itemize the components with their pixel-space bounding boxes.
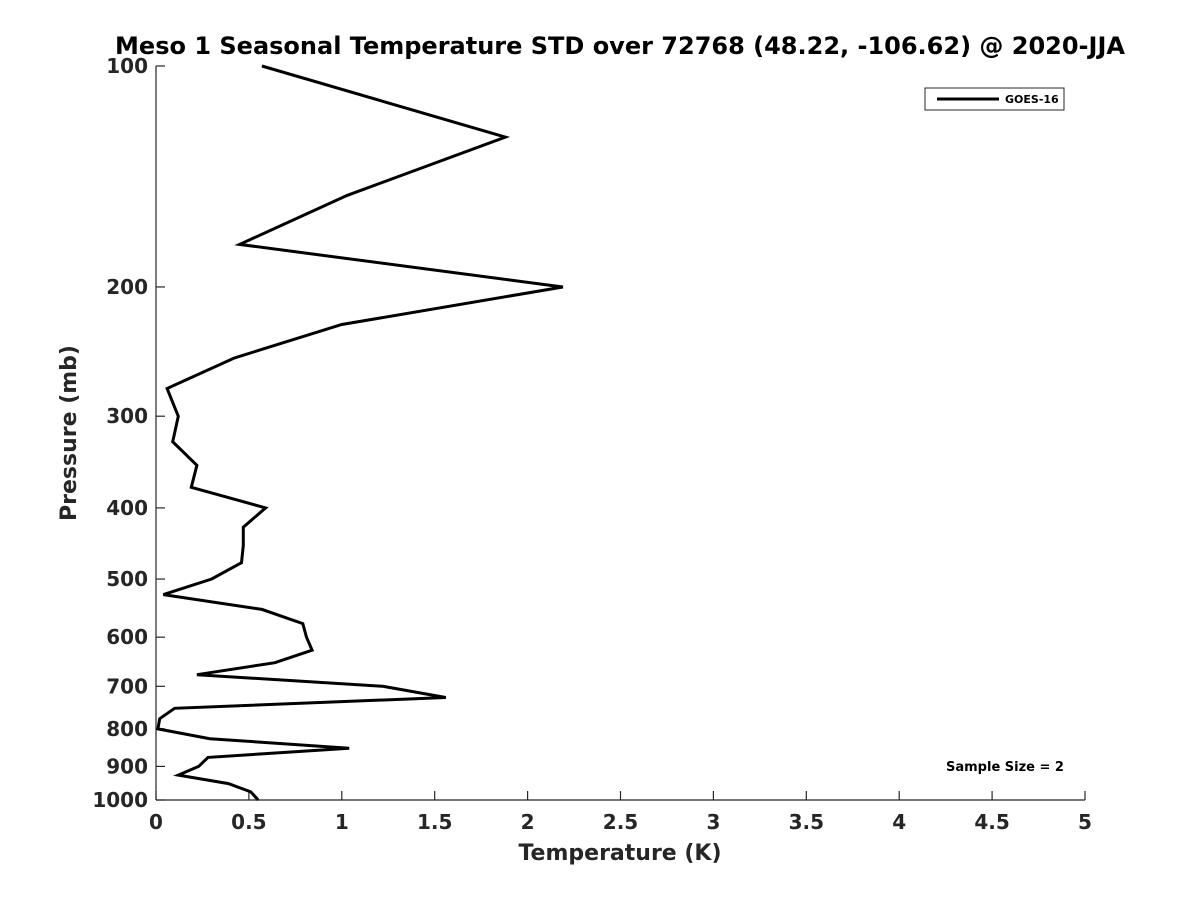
legend: GOES-16 bbox=[924, 87, 1065, 111]
x-tick-label: 2.5 bbox=[603, 810, 638, 834]
sample-size-annotation: Sample Size = 2 bbox=[946, 760, 1064, 775]
y-tick-label: 500 bbox=[106, 567, 148, 591]
y-ticks: 100 200 300 400 500 600 700 800 900 1000 bbox=[92, 54, 165, 812]
x-tick-label: 1.5 bbox=[417, 810, 452, 834]
y-tick-label: 200 bbox=[106, 275, 148, 299]
y-axis-label: Pressure (mb) bbox=[57, 345, 82, 521]
axes bbox=[155, 66, 1085, 801]
x-tick-label: 3.5 bbox=[789, 810, 824, 834]
series-layer bbox=[156, 64, 564, 802]
x-tick-label: 2 bbox=[521, 810, 535, 834]
y-tick-label: 600 bbox=[106, 625, 148, 649]
y-tick-label: 300 bbox=[106, 404, 148, 428]
x-tick-label: 5 bbox=[1078, 810, 1092, 834]
y-tick-label: 800 bbox=[106, 717, 148, 741]
x-tick-label: 0.5 bbox=[231, 810, 266, 834]
chart-title: Meso 1 Seasonal Temperature STD over 727… bbox=[115, 32, 1125, 60]
x-tick-label: 4.5 bbox=[974, 810, 1009, 834]
y-tick-label: 100 bbox=[106, 54, 148, 78]
x-ticks: 0 0.5 1 1.5 2 2.5 3 3.5 4 4.5 5 bbox=[149, 791, 1092, 834]
x-tick-label: 4 bbox=[892, 810, 906, 834]
x-tick-label: 1 bbox=[335, 810, 349, 834]
y-tick-label: 700 bbox=[106, 674, 148, 698]
x-tick-label: 3 bbox=[706, 810, 720, 834]
x-tick-label: 0 bbox=[149, 810, 163, 834]
x-axis-label: Temperature (K) bbox=[518, 841, 721, 866]
y-tick-label: 900 bbox=[106, 754, 148, 778]
series-line-goes-16 bbox=[156, 64, 564, 802]
y-tick-label: 400 bbox=[106, 496, 148, 520]
legend-label-goes-16: GOES-16 bbox=[1005, 93, 1059, 106]
y-tick-label: 1000 bbox=[92, 788, 148, 812]
